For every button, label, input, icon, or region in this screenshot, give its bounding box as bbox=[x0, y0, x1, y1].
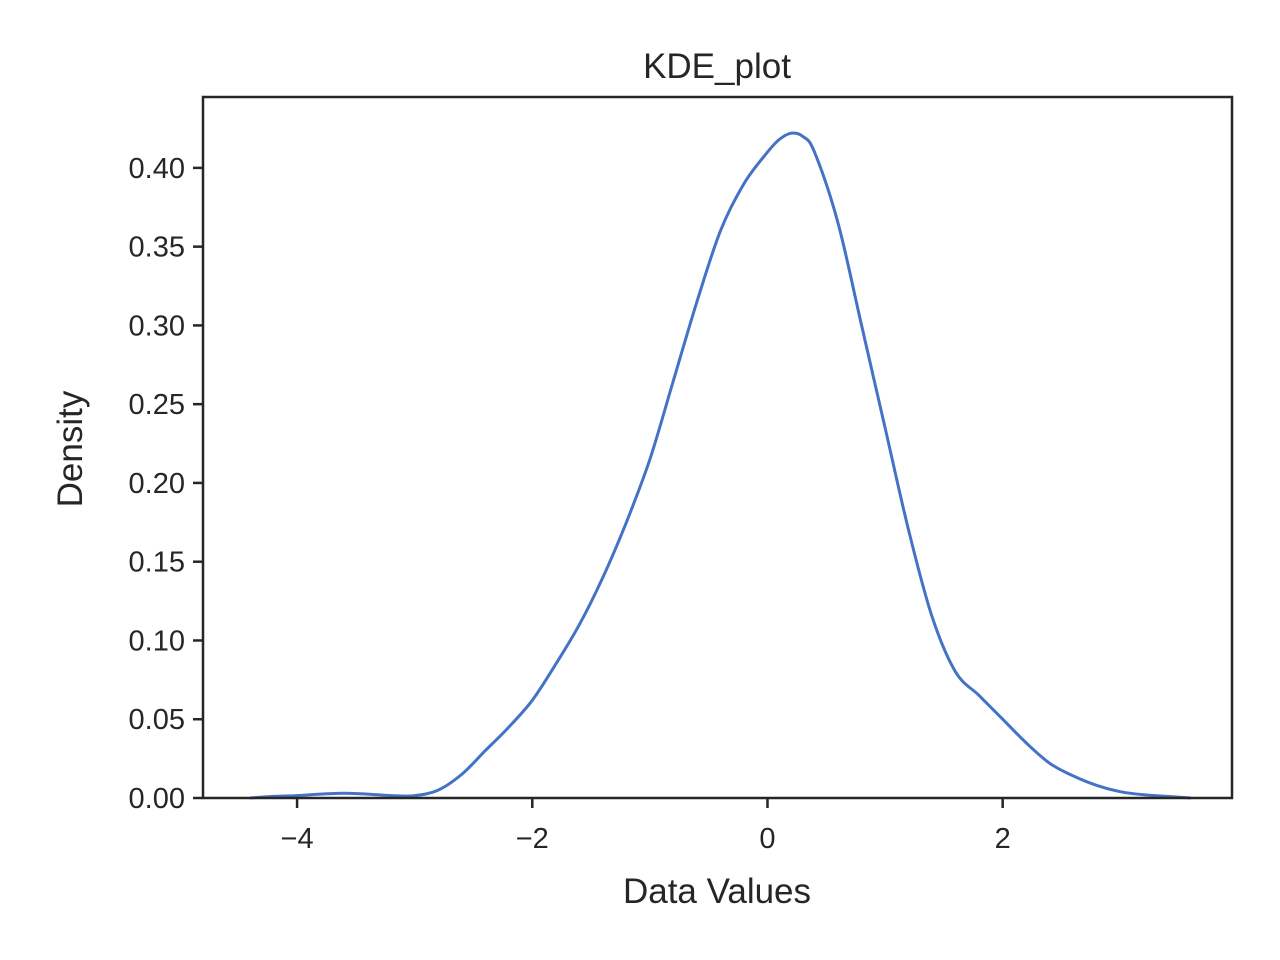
y-tick-label: 0.05 bbox=[129, 704, 185, 736]
x-axis-title: Data Values bbox=[623, 872, 811, 911]
y-tick-label: 0.35 bbox=[129, 232, 185, 264]
y-tick-label: 0.10 bbox=[129, 625, 185, 657]
chart-title: KDE_plot bbox=[643, 47, 791, 86]
y-axis-title: Density bbox=[51, 390, 90, 507]
x-axis: −4 −2 0 2 bbox=[281, 798, 1011, 855]
x-tick-label: 0 bbox=[759, 823, 775, 855]
y-axis: 0.00 0.05 0.10 0.15 0.20 0.25 0.30 0.35 0.40 bbox=[129, 153, 203, 815]
y-tick-label: 0.30 bbox=[129, 310, 185, 342]
density-curve bbox=[249, 131, 1191, 800]
y-tick-label: 0.25 bbox=[129, 389, 185, 421]
y-tick-label: 0.00 bbox=[129, 783, 185, 815]
x-tick-label: −4 bbox=[281, 823, 314, 855]
y-tick-label: 0.40 bbox=[129, 153, 185, 185]
plot-area-frame bbox=[201, 95, 1234, 800]
x-tick-label: 2 bbox=[995, 823, 1011, 855]
y-tick-label: 0.15 bbox=[129, 547, 185, 579]
y-tick-label: 0.20 bbox=[129, 468, 185, 500]
x-tick-label: −2 bbox=[516, 823, 549, 855]
